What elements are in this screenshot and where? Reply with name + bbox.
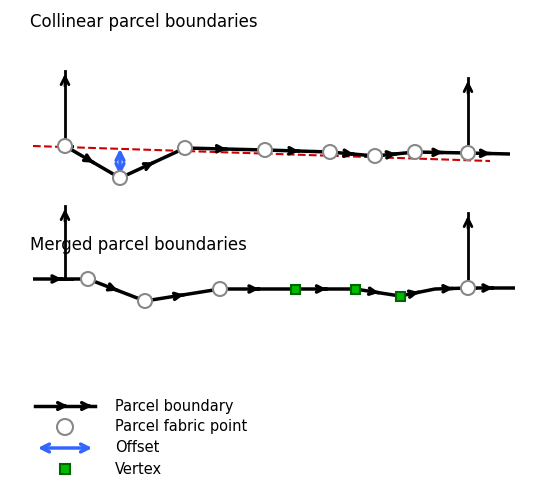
Circle shape [408,145,422,159]
Bar [350,285,359,294]
Circle shape [213,282,227,296]
Circle shape [461,146,475,160]
Circle shape [178,141,192,155]
Text: Parcel fabric point: Parcel fabric point [115,419,247,434]
Bar [291,285,300,294]
Circle shape [323,145,337,159]
Circle shape [258,143,272,157]
Circle shape [461,281,475,295]
Circle shape [58,139,72,153]
Circle shape [81,272,95,286]
Bar [60,464,70,474]
Text: Collinear parcel boundaries: Collinear parcel boundaries [30,13,258,31]
Text: Offset: Offset [115,440,159,455]
Circle shape [113,171,127,185]
Text: Vertex: Vertex [115,461,162,476]
Text: Parcel boundary: Parcel boundary [115,398,234,413]
Circle shape [138,294,152,308]
Circle shape [57,419,73,435]
Text: Merged parcel boundaries: Merged parcel boundaries [30,236,247,254]
Bar [396,292,405,301]
Circle shape [368,149,382,163]
